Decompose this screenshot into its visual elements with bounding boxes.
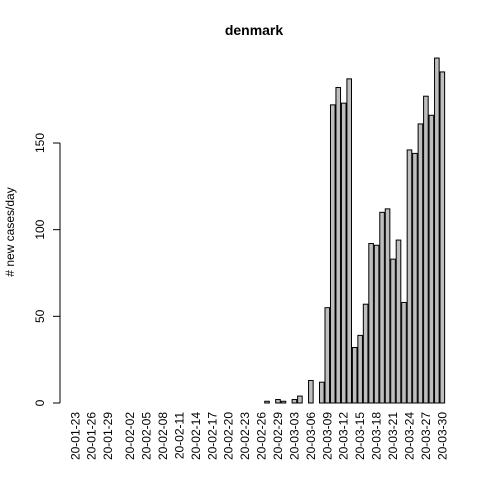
bar (362, 303, 369, 404)
bar (401, 301, 407, 404)
bar (329, 104, 336, 404)
bar (368, 243, 374, 404)
bar (373, 244, 380, 404)
x-tick-label: 20-02-08 (156, 412, 170, 460)
x-tick-label: 20-02-02 (123, 412, 137, 460)
bar (280, 400, 287, 404)
bar (417, 123, 424, 404)
bar (297, 395, 303, 404)
bar (357, 334, 363, 404)
bar (319, 381, 325, 404)
x-tick-label: 20-03-06 (304, 412, 318, 460)
bar (428, 114, 435, 404)
bar (346, 78, 352, 404)
x-tick-label: 20-02-11 (172, 412, 186, 459)
bar (335, 87, 342, 404)
x-tick-label: 20-03-30 (435, 412, 449, 460)
bar (291, 399, 298, 404)
x-tick-label: 20-03-03 (287, 412, 301, 460)
bar (434, 57, 440, 404)
chart-title: denmark (225, 22, 284, 38)
bar (351, 347, 358, 404)
bar (395, 239, 402, 404)
bar (412, 152, 418, 404)
x-tick-label: 20-02-14 (189, 412, 203, 460)
x-tick-label: 20-01-29 (101, 412, 115, 460)
x-tick-label: 20-03-27 (419, 412, 433, 460)
bar (308, 379, 314, 404)
y-axis: 0 50 100 150 (33, 133, 61, 406)
y-axis-label: # new cases/day (3, 187, 17, 276)
bar (324, 307, 331, 404)
x-tick-label: 20-03-18 (370, 412, 384, 460)
x-tick-label: 20-02-17 (205, 412, 219, 460)
x-axis-tick-labels: 20-01-23 20-01-26 20-01-29 20-02-02 20-02-05… (68, 412, 449, 460)
y-tick-label: 150 (33, 133, 47, 153)
bar (390, 258, 396, 404)
bar (384, 208, 391, 404)
x-tick-label: 20-03-12 (337, 412, 351, 460)
y-tick-label: 0 (33, 399, 47, 406)
x-tick-label: 20-02-05 (140, 412, 154, 460)
x-tick-label: 20-02-29 (271, 412, 285, 460)
x-tick-label: 20-02-26 (255, 412, 269, 460)
bar (423, 95, 429, 404)
x-tick-label: 20-03-09 (320, 412, 334, 460)
bars (264, 57, 446, 404)
x-tick-label: 20-03-15 (353, 412, 367, 460)
x-tick-label: 20-03-21 (386, 412, 400, 460)
y-tick-label: 50 (33, 309, 47, 323)
x-tick-label: 20-01-23 (68, 412, 82, 460)
y-tick-label: 100 (33, 219, 47, 239)
x-tick-label: 20-02-23 (238, 412, 252, 460)
bar (275, 399, 281, 404)
x-tick-label: 20-03-24 (402, 412, 416, 460)
bar (340, 102, 347, 404)
bar (439, 71, 446, 404)
x-tick-label: 20-01-26 (85, 412, 99, 460)
bar (406, 149, 413, 404)
bar (264, 400, 270, 404)
x-tick-label: 20-02-20 (222, 412, 236, 460)
bar (379, 211, 385, 404)
